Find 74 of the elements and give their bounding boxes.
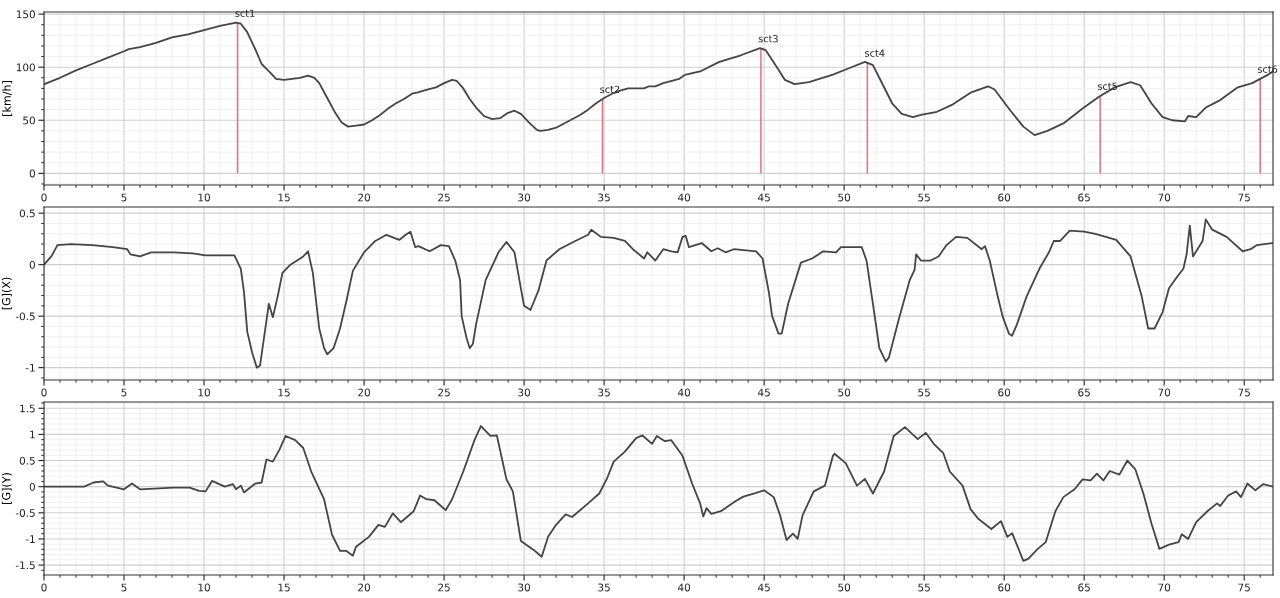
y-tick-label: 0 xyxy=(29,260,35,269)
x-tick-label: 0 xyxy=(41,193,47,202)
x-tick-label: 35 xyxy=(598,193,610,202)
y-tick-label: -1.5 xyxy=(15,561,35,570)
y-tick-label: 1 xyxy=(30,430,35,439)
x-tick-label: 5 xyxy=(121,583,127,592)
x-tick-label: 0 xyxy=(41,388,47,397)
y-tick-label: 0 xyxy=(29,482,35,491)
y-tick-label: 0.5 xyxy=(19,456,35,465)
x-tick-label: 25 xyxy=(438,388,450,397)
x-tick-label: 15 xyxy=(278,193,290,202)
x-tick-label: 25 xyxy=(438,583,450,592)
x-tick-label: 35 xyxy=(598,583,610,592)
x-tick-label: 45 xyxy=(758,193,770,202)
x-tick-label: 40 xyxy=(677,583,691,592)
ref-line-label: sct5 xyxy=(1097,82,1117,90)
x-tick-label: 60 xyxy=(998,388,1011,397)
y-tick-label: 0.5 xyxy=(19,209,35,218)
x-tick-label: 75 xyxy=(1238,583,1250,592)
x-tick-label: 10 xyxy=(198,193,210,202)
x-tick-label: 35 xyxy=(598,388,610,397)
x-tick-label: 50 xyxy=(838,583,851,592)
x-tick-label: 60 xyxy=(998,193,1011,202)
x-tick-label: 50 xyxy=(838,193,851,202)
x-tick-label: 10 xyxy=(198,583,210,592)
ref-line-label: sct4 xyxy=(865,49,885,57)
x-tick-label: 60 xyxy=(998,583,1011,592)
x-tick-label: 55 xyxy=(918,193,930,202)
x-tick-label: 30 xyxy=(518,193,531,202)
x-tick-label: 20 xyxy=(358,193,370,202)
x-tick-label: 55 xyxy=(918,583,930,592)
x-tick-label: 75 xyxy=(1238,388,1250,397)
y-axis-title: [G](Y) xyxy=(1,473,12,504)
x-tick-label: 25 xyxy=(438,193,450,202)
y-axis-title: [km/h] xyxy=(2,81,13,116)
x-tick-label: 65 xyxy=(1078,583,1090,592)
ref-line-label: sct6 xyxy=(1257,65,1278,73)
x-tick-label: 5 xyxy=(121,388,127,397)
x-tick-label: 40 xyxy=(677,193,691,202)
x-tick-label: 55 xyxy=(918,388,930,397)
x-tick-label: 20 xyxy=(358,388,370,397)
y-tick-label: -0.5 xyxy=(15,312,35,321)
ref-line-label: sct2 xyxy=(600,85,620,93)
x-tick-label: 15 xyxy=(278,388,290,397)
line-series xyxy=(44,425,1273,562)
ref-line-label: sct1 xyxy=(235,9,255,17)
y-tick-label: 50 xyxy=(23,116,35,125)
y-tick-label: 150 xyxy=(16,10,35,19)
x-tick-label: 30 xyxy=(518,388,531,397)
x-tick-label: 10 xyxy=(198,388,210,397)
y-axis-title: [G](X) xyxy=(1,277,12,310)
line-series xyxy=(44,218,1273,369)
x-tick-label: 65 xyxy=(1078,193,1090,202)
y-tick-label: -1 xyxy=(25,364,35,372)
y-tick-label: -1 xyxy=(25,535,35,543)
x-tick-label: 40 xyxy=(677,388,691,397)
x-tick-label: 45 xyxy=(758,583,770,592)
x-tick-label: 70 xyxy=(1158,193,1171,202)
x-tick-label: 75 xyxy=(1238,193,1250,202)
x-tick-label: 15 xyxy=(278,583,290,592)
x-tick-label: 70 xyxy=(1158,583,1171,592)
x-tick-label: 30 xyxy=(518,583,531,592)
ref-line-label: sct3 xyxy=(758,34,778,43)
x-tick-label: 65 xyxy=(1078,388,1090,397)
y-tick-label: 0 xyxy=(29,169,35,178)
y-tick-label: 1.5 xyxy=(20,404,35,413)
x-tick-label: 50 xyxy=(838,388,851,397)
y-tick-label: -0.5 xyxy=(15,509,35,517)
x-tick-label: 0 xyxy=(41,583,47,592)
y-tick-label: 100 xyxy=(16,63,35,72)
x-tick-label: 20 xyxy=(358,583,370,592)
x-tick-label: 70 xyxy=(1158,388,1171,397)
x-tick-label: 5 xyxy=(121,193,127,202)
x-tick-label: 45 xyxy=(758,388,770,397)
